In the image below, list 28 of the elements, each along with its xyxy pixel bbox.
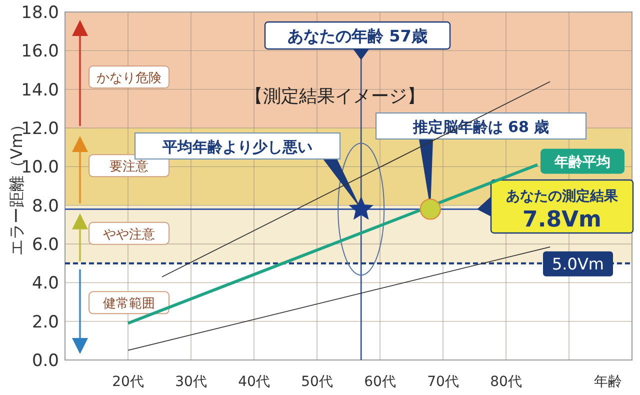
y-tick-label: 18.0 bbox=[21, 3, 59, 23]
y-tick-label: 14.0 bbox=[21, 80, 59, 100]
callout-box: 5.0Vm bbox=[543, 251, 613, 276]
ref-line-label: あなたの測定結果 7.8Vm bbox=[506, 188, 619, 233]
band-label: 健常範囲 bbox=[103, 296, 155, 312]
annotation: 推定脳年齢は 68 歳 bbox=[412, 118, 550, 136]
band-label: 要注意 bbox=[110, 160, 148, 175]
x-tick-label: 70代 bbox=[427, 374, 459, 390]
x-tick-label: 40代 bbox=[238, 374, 270, 390]
x-tick-label: 30代 bbox=[175, 374, 207, 390]
y-tick-label: 16.0 bbox=[21, 42, 59, 62]
x-tick-label: 20代 bbox=[112, 374, 144, 390]
y-tick-label: 12.0 bbox=[21, 119, 59, 139]
y-tick-label: 8.0 bbox=[32, 196, 59, 216]
y-tick-label: 2.0 bbox=[32, 312, 59, 332]
band-label: やや注意 bbox=[103, 227, 155, 242]
x-tick-label: 50代 bbox=[301, 374, 333, 390]
band-label: かなり危険 bbox=[96, 71, 162, 86]
annotation: 平均年齢より少し悪い bbox=[162, 138, 312, 156]
ref-line-label: あなたの年齢 57歳 bbox=[288, 26, 428, 46]
y-tick-label: 0.0 bbox=[32, 351, 59, 371]
y-tick-label: 4.0 bbox=[32, 274, 59, 294]
ref-line-label: 5.0Vm bbox=[552, 254, 604, 274]
x-tick-label: 60代 bbox=[364, 374, 396, 390]
series-label: 年齢平均 bbox=[554, 154, 610, 171]
x-axis-title: 年齢 bbox=[594, 374, 622, 390]
x-tick-label: 80代 bbox=[490, 374, 522, 390]
y-tick-label: 6.0 bbox=[32, 235, 59, 255]
